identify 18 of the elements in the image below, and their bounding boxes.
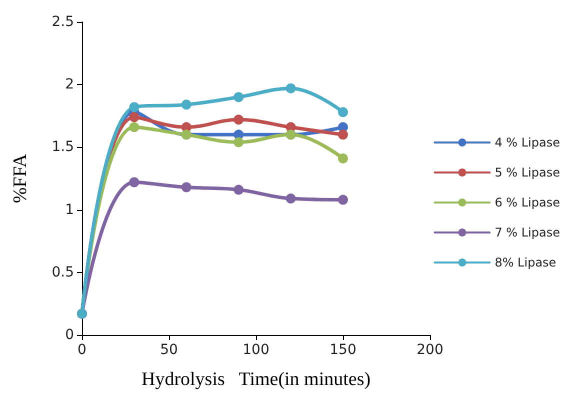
- x-tick-label: 200: [416, 342, 444, 358]
- y-tick-label: 1: [65, 202, 74, 218]
- y-tick-label: 1.5: [52, 139, 74, 156]
- legend-label: 8% Lipase: [494, 256, 556, 270]
- y-tick-label: 2.5: [52, 14, 74, 30]
- legend-label: 4 % Lipase: [494, 136, 560, 150]
- x-tick-label: 0: [78, 342, 86, 358]
- y-tick-label: 2: [65, 76, 74, 93]
- x-tick-label: 50: [160, 342, 178, 358]
- legend-label: 5 % Lipase: [494, 166, 560, 180]
- y-tick-label: 0: [65, 327, 74, 343]
- x-tick-label: 150: [330, 342, 356, 358]
- y-axis-title: %FFA: [10, 154, 31, 204]
- legend-label: 6 % Lipase: [494, 196, 560, 210]
- x-tick-label: 100: [242, 342, 270, 358]
- legend-label: 7 % Lipase: [494, 226, 560, 240]
- x-axis-title: Hydrolysis Time(in minutes): [141, 369, 371, 390]
- y-tick-label: 0.5: [52, 264, 74, 280]
